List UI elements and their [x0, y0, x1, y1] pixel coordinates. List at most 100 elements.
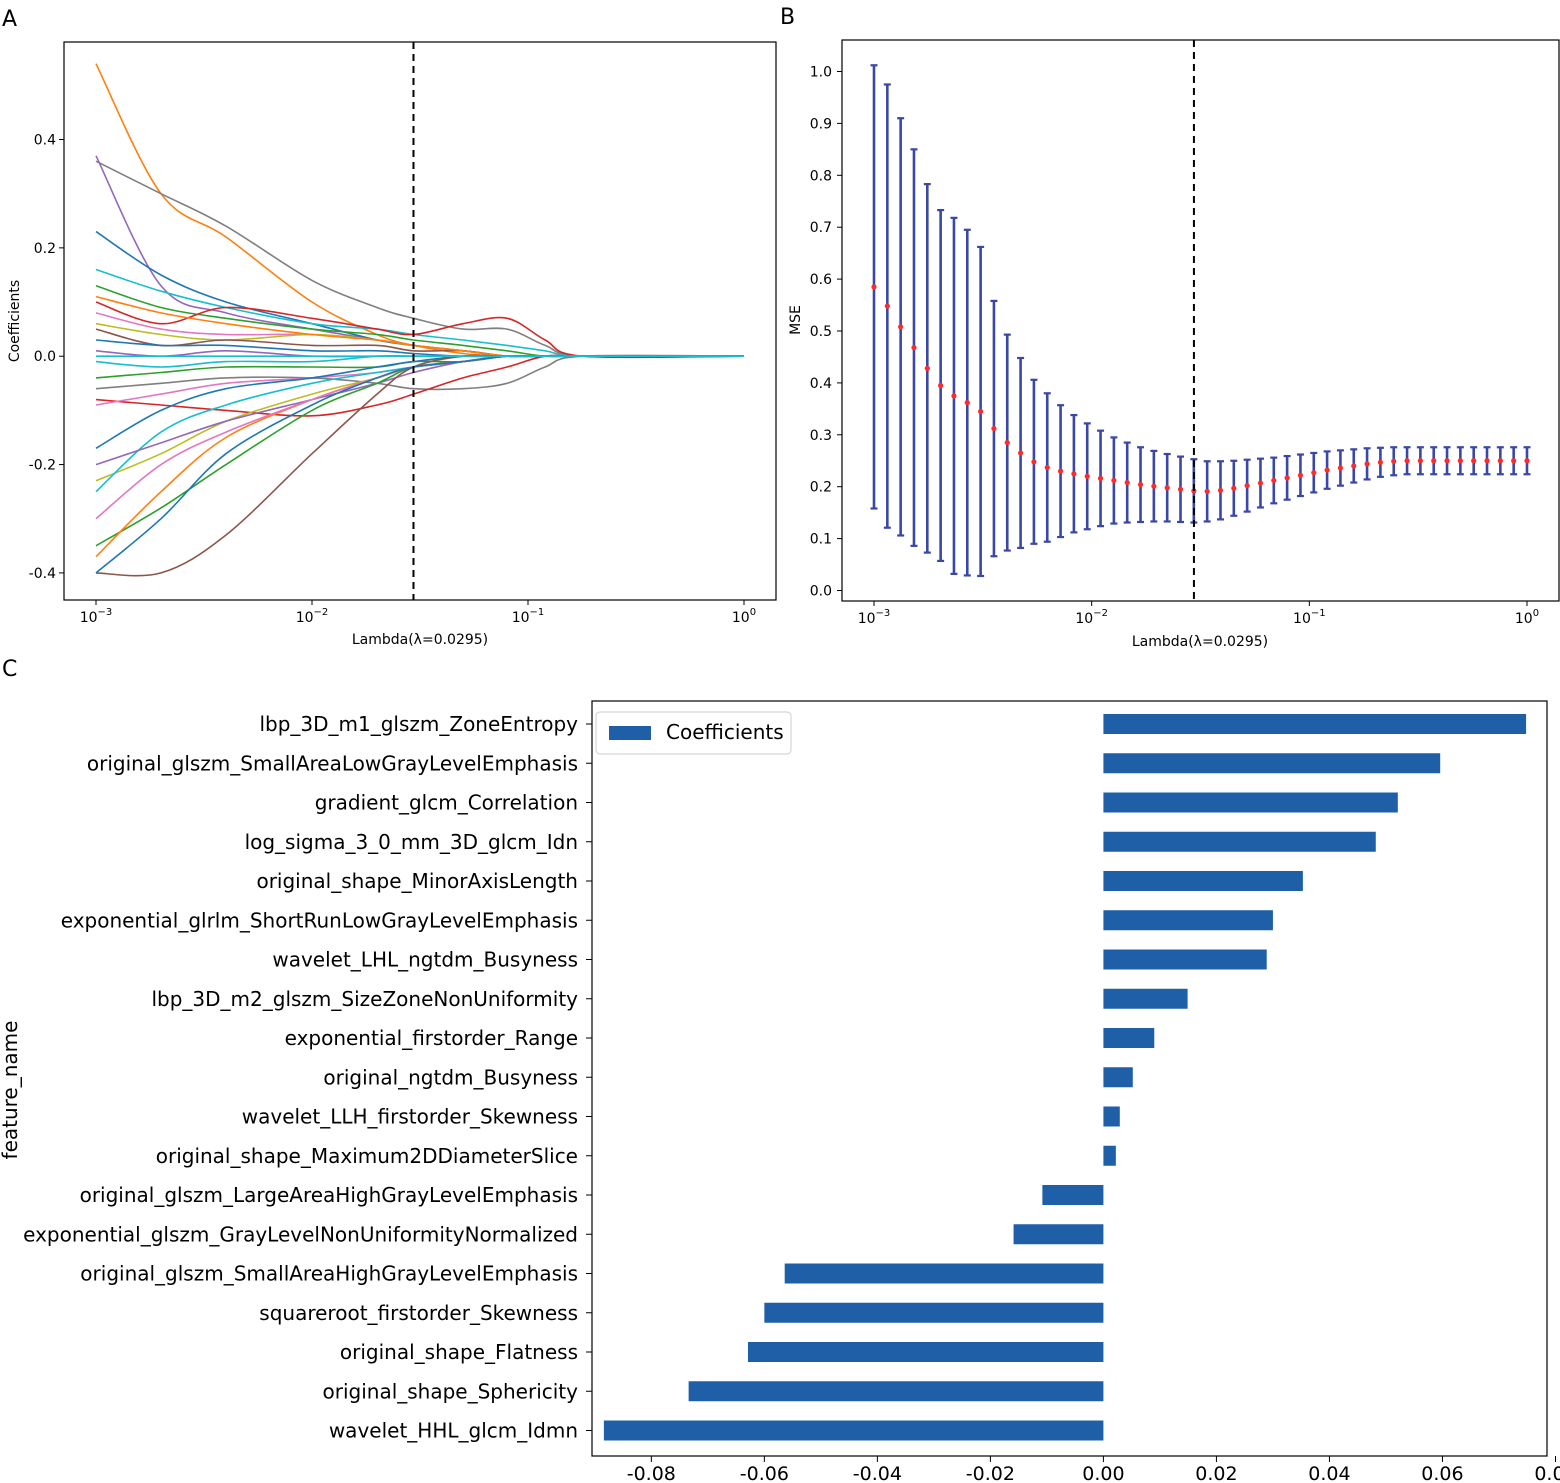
mse-mean-point	[991, 425, 997, 432]
mse-mean-point	[1297, 472, 1304, 478]
mse-mean-point	[951, 393, 957, 399]
legend-box	[595, 711, 792, 755]
panel-c-y-axis-label: feature_name	[0, 1021, 22, 1160]
feature-label: gradient_glcm_Correlation	[315, 791, 578, 815]
panel-c-x-tick-label: -0.08	[627, 1463, 676, 1483]
panel-b-y-tick-label: 0.9	[810, 116, 832, 132]
coefficient-bar	[1103, 1145, 1116, 1166]
coefficient-path-20	[95, 355, 744, 493]
feature-label: lbp_3D_m1_glszm_ZoneEntropy	[259, 712, 578, 736]
panel-a-y-tick-label: -0.2	[29, 458, 56, 474]
coefficient-path-21	[95, 355, 744, 466]
feature-label: squareroot_firstorder_Skewness	[259, 1301, 578, 1325]
panel-a-x-tick-label: 10−1	[512, 607, 545, 626]
panel-c-x-tick-label: -0.04	[853, 1463, 902, 1483]
panel-c-x-tick-label: 0.02	[1195, 1463, 1237, 1483]
mse-mean-point	[1431, 458, 1437, 464]
mse-mean-point	[1017, 450, 1024, 456]
feature-label: original_ngtdm_Busyness	[323, 1065, 578, 1089]
panel-a-y-ticks: -0.4 -0.2 0.0 0.2 0.4	[29, 133, 64, 582]
panel-c-x-ticks: -0.08 -0.06 -0.04 -0.02 0.00 0.02 0.04 0.06 0.08	[627, 1456, 1560, 1483]
feature-label: original_glszm_SmallAreaLowGrayLevelEmph…	[87, 751, 578, 775]
feature-label: lbp_3D_m2_glszm_SizeZoneNonUniformity	[151, 987, 578, 1011]
mse-mean-point	[1457, 458, 1463, 464]
panel-a-x-tick-label-base: 10	[732, 610, 750, 626]
mse-mean-point	[1324, 467, 1330, 473]
panel-b-x-tick-label-exponent: 0	[1533, 608, 1539, 619]
panel-b-x-tick-label-base: 10	[1515, 611, 1533, 627]
panel-b-x-tick-label-base: 10	[858, 611, 876, 627]
panel-b-y-tick-label: 0.1	[810, 532, 832, 548]
mse-mean-point	[1204, 488, 1210, 494]
panel-a-x-tick-label-base: 10	[512, 610, 530, 626]
mse-mean-point	[1404, 458, 1410, 464]
panel-a-y-tick-label: 0.0	[34, 349, 56, 365]
coefficient-path-23	[95, 355, 744, 547]
mse-mean-point	[1497, 458, 1503, 464]
coefficient-bar	[1103, 1028, 1155, 1048]
mse-mean-point	[884, 303, 890, 309]
panel-a-y-tick-label: 0.2	[34, 241, 56, 257]
mse-mean-point	[1151, 483, 1157, 489]
panel-label-c: C	[2, 657, 17, 682]
mse-mean-point	[1044, 464, 1050, 471]
panel-b-axes-frame	[841, 39, 1560, 602]
mse-mean-point	[1111, 477, 1117, 484]
panel-b-x-tick-label: 10−1	[1293, 608, 1326, 627]
panel-label-a: A	[2, 7, 17, 32]
coefficient-bar	[1042, 1185, 1104, 1205]
mse-mean-point	[1097, 475, 1104, 481]
coefficient-path-24	[95, 355, 744, 558]
coefficient-bar	[603, 1420, 1104, 1441]
panel-c-x-tick-label: -0.02	[966, 1463, 1015, 1483]
feature-label: original_shape_Maximum2DDiameterSlice	[156, 1144, 578, 1168]
panel-a-x-ticks: 10−3 10−2 10−1 100	[80, 600, 756, 626]
coefficient-bar	[1103, 910, 1273, 931]
panel-b-x-tick-label-base: 10	[1075, 611, 1093, 627]
coefficient-path-11	[95, 295, 744, 358]
mse-mean-point	[1511, 458, 1517, 464]
mse-mean-point	[1177, 486, 1184, 492]
coefficient-path-1	[95, 63, 744, 358]
mse-mean-point	[1124, 479, 1130, 486]
mse-mean-point	[1391, 458, 1397, 464]
feature-label: wavelet_HHL_glcm_Idmn	[329, 1419, 578, 1443]
feature-label: original_shape_MinorAxisLength	[256, 869, 578, 893]
coefficient-bar	[688, 1381, 1104, 1402]
panel-a-y-tick-label: -0.4	[29, 566, 56, 582]
feature-label: original_shape_Flatness	[340, 1340, 578, 1364]
coefficient-path-lines	[95, 63, 745, 577]
panel-b-y-tick-label: 0.8	[810, 168, 832, 184]
mse-mean-point	[1231, 485, 1237, 491]
mse-mean-point	[1417, 458, 1423, 464]
mse-mean-point	[1164, 485, 1170, 491]
mse-mean-point	[1257, 480, 1264, 486]
coefficient-bar	[1103, 949, 1267, 970]
coefficient-bar	[1103, 1067, 1133, 1088]
panel-b-y-tick-label: 0.3	[810, 428, 832, 444]
panel-c-feature-coefficient-chart: lbp_3D_m1_glszm_ZoneEntropy original_glsz…	[0, 700, 1560, 1483]
coefficient-bar	[1013, 1224, 1104, 1245]
panel-label-b: B	[780, 5, 795, 30]
coefficient-bar	[1103, 1106, 1120, 1127]
coefficient-bar	[1103, 871, 1303, 891]
mse-mean-point	[938, 382, 944, 389]
coefficient-path-7	[95, 301, 745, 359]
mse-mean-point	[1244, 483, 1250, 489]
mse-mean-point	[1377, 459, 1384, 465]
panel-c-x-tick-label: 0.06	[1421, 1463, 1463, 1483]
panel-b-x-tick-label: 100	[1515, 608, 1539, 627]
mse-mean-point	[1284, 475, 1290, 481]
panel-b-y-axis-label: MSE	[788, 305, 804, 335]
mse-mean-point	[1471, 458, 1477, 464]
mse-mean-point	[964, 400, 970, 406]
mse-mean-point	[1057, 468, 1064, 474]
mse-mean-point	[1444, 458, 1450, 464]
panel-c-axes-frame	[591, 700, 1548, 1457]
feature-label: original_glszm_LargeAreaHighGrayLevelEmp…	[80, 1183, 578, 1207]
panel-a-x-tick-label: 10−3	[80, 607, 113, 626]
panel-c-x-tick-label: -0.06	[740, 1463, 789, 1483]
panel-b-y-tick-label: 0.2	[810, 480, 832, 496]
panel-a-coefficient-path-chart: 10−3 10−2 10−1 100 -0.4-0.20.00.20.4 Lambda…	[7, 41, 777, 648]
